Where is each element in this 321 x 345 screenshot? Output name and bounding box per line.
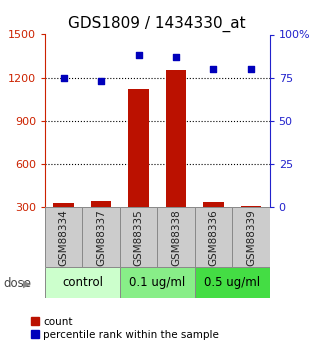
Text: GSM88336: GSM88336 — [208, 209, 219, 266]
Text: GSM88335: GSM88335 — [134, 209, 143, 266]
Point — [61, 75, 66, 80]
Point — [248, 66, 254, 72]
Text: 0.5 ug/ml: 0.5 ug/ml — [204, 276, 260, 289]
Point — [136, 52, 141, 58]
Text: GSM88339: GSM88339 — [246, 209, 256, 266]
Bar — [166, 70, 186, 207]
Point — [99, 78, 104, 84]
Bar — [45, 267, 120, 298]
Text: dose: dose — [3, 277, 31, 290]
Text: GSM88337: GSM88337 — [96, 209, 106, 266]
Title: GDS1809 / 1434330_at: GDS1809 / 1434330_at — [68, 16, 246, 32]
Bar — [232, 207, 270, 267]
Bar — [91, 201, 111, 207]
Bar — [157, 207, 195, 267]
Text: control: control — [62, 276, 103, 289]
Bar — [82, 207, 120, 267]
Bar — [45, 207, 82, 267]
Bar — [53, 203, 74, 207]
Bar — [203, 202, 224, 207]
Bar — [120, 207, 157, 267]
Bar — [128, 89, 149, 207]
Text: ▶: ▶ — [23, 279, 31, 288]
Text: GSM88338: GSM88338 — [171, 209, 181, 266]
Bar — [195, 267, 270, 298]
Point — [173, 54, 178, 60]
Point — [211, 66, 216, 72]
Text: GSM88334: GSM88334 — [59, 209, 69, 266]
Text: 0.1 ug/ml: 0.1 ug/ml — [129, 276, 186, 289]
Bar — [241, 206, 261, 207]
Bar — [195, 207, 232, 267]
Bar — [120, 267, 195, 298]
Legend: count, percentile rank within the sample: count, percentile rank within the sample — [31, 317, 219, 340]
